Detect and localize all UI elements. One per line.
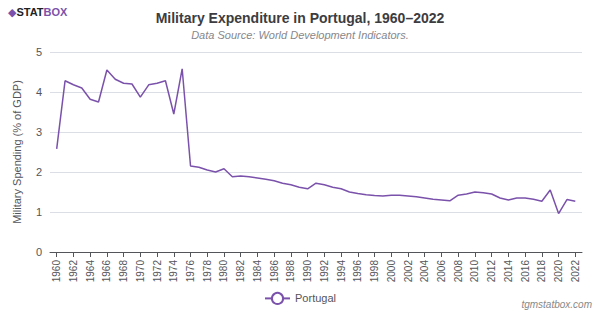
svg-text:1974: 1974 — [168, 260, 179, 283]
svg-text:0: 0 — [36, 246, 42, 258]
svg-text:1970: 1970 — [135, 260, 146, 283]
svg-text:2022: 2022 — [570, 260, 581, 283]
svg-text:Military Expenditure in Portug: Military Expenditure in Portugal, 1960–2… — [156, 10, 445, 26]
svg-text:2016: 2016 — [520, 260, 531, 283]
svg-text:1: 1 — [36, 206, 42, 218]
svg-text:1992: 1992 — [319, 260, 330, 283]
svg-text:2004: 2004 — [419, 260, 430, 283]
svg-text:5: 5 — [36, 46, 42, 58]
svg-text:1998: 1998 — [369, 260, 380, 283]
svg-text:STAT: STAT — [16, 6, 43, 18]
svg-text:2014: 2014 — [503, 260, 514, 283]
svg-text:1996: 1996 — [352, 260, 363, 283]
svg-text:tgmstatbox.com: tgmstatbox.com — [521, 299, 592, 310]
svg-text:2010: 2010 — [469, 260, 480, 283]
svg-text:1984: 1984 — [252, 260, 263, 283]
svg-text:1994: 1994 — [336, 260, 347, 283]
svg-text:2020: 2020 — [553, 260, 564, 283]
svg-text:2018: 2018 — [536, 260, 547, 283]
svg-text:1968: 1968 — [118, 260, 129, 283]
svg-text:1964: 1964 — [85, 260, 96, 283]
svg-text:1960: 1960 — [51, 260, 62, 283]
svg-text:1978: 1978 — [202, 260, 213, 283]
svg-text:1980: 1980 — [218, 260, 229, 283]
svg-text:2008: 2008 — [453, 260, 464, 283]
svg-text:1988: 1988 — [285, 260, 296, 283]
svg-text:2012: 2012 — [486, 260, 497, 283]
svg-text:1966: 1966 — [101, 260, 112, 283]
svg-text:1990: 1990 — [302, 260, 313, 283]
svg-text:Data Source: World Development: Data Source: World Development Indicator… — [191, 29, 409, 41]
svg-text:2006: 2006 — [436, 260, 447, 283]
svg-text:Military Spending (% of GDP): Military Spending (% of GDP) — [11, 80, 23, 224]
svg-text:2002: 2002 — [403, 260, 414, 283]
svg-text:BOX: BOX — [44, 6, 69, 18]
svg-text:Portugal: Portugal — [295, 292, 336, 304]
svg-text:4: 4 — [36, 86, 42, 98]
svg-text:1972: 1972 — [152, 260, 163, 283]
svg-text:1962: 1962 — [68, 260, 79, 283]
svg-text:2000: 2000 — [386, 260, 397, 283]
svg-text:1982: 1982 — [235, 260, 246, 283]
svg-text:1976: 1976 — [185, 260, 196, 283]
svg-text:3: 3 — [36, 126, 42, 138]
svg-text:2: 2 — [36, 166, 42, 178]
svg-text:1986: 1986 — [269, 260, 280, 283]
